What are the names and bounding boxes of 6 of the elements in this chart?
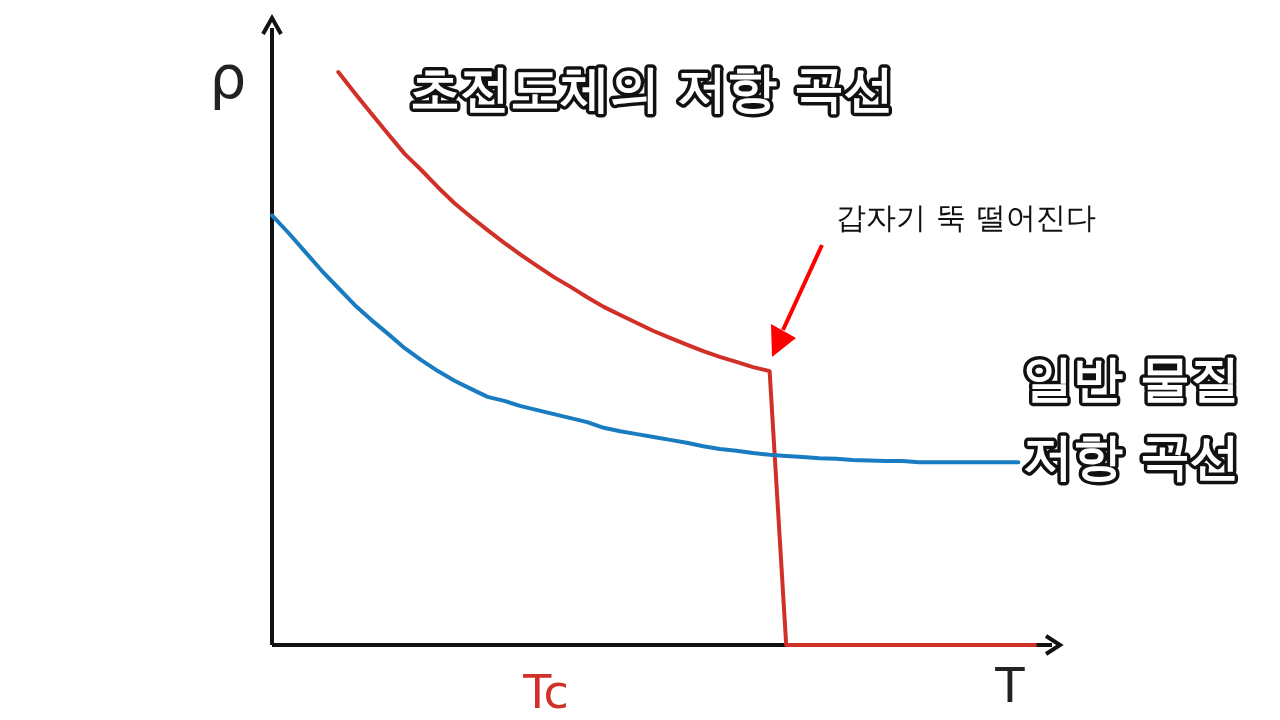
y-axis-title: ρ	[209, 44, 247, 112]
series-label: 일반 물질 저항 곡선	[1022, 350, 1240, 487]
annotation: 갑자기 뚝 떨어진다	[836, 200, 1096, 235]
x-axis-title: T	[994, 657, 1026, 713]
text: Tc	[522, 665, 569, 719]
chart-title: 초전도체의 저항 곡선	[409, 60, 895, 118]
